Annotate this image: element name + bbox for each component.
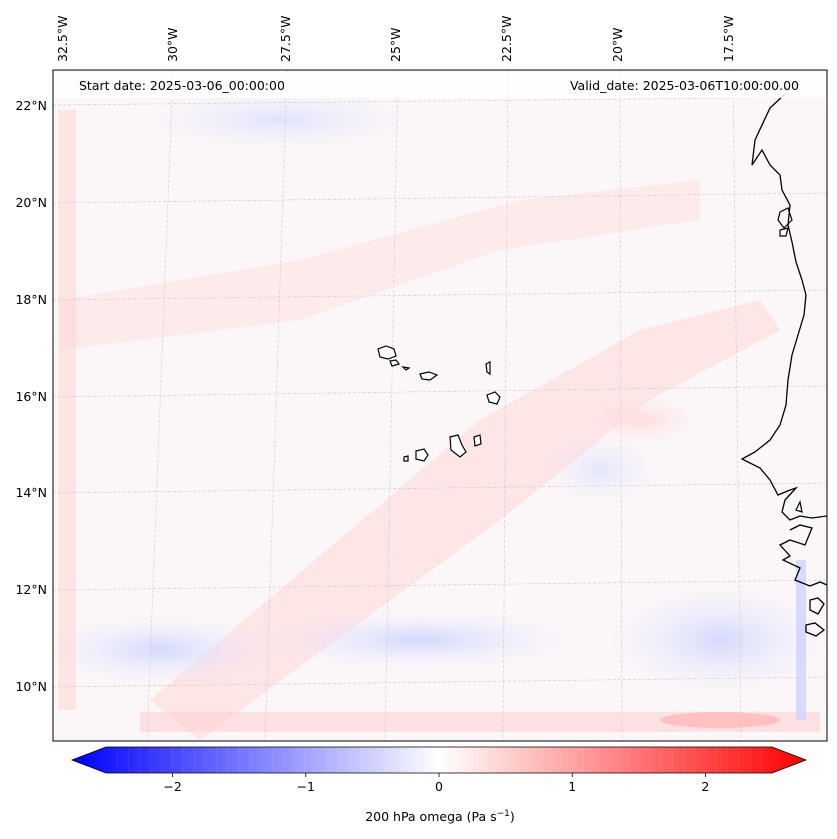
- header-panel: [53, 72, 827, 98]
- lat-label-18n: 18°N: [15, 292, 47, 307]
- field-blue-north: [140, 90, 420, 150]
- lon-label-25w: 25°W: [388, 27, 403, 62]
- lat-label-20n: 20°N: [15, 195, 47, 210]
- colorbar-ticks: −2 −1 0 1 2: [116, 747, 762, 794]
- field-edge-south-peak: [660, 712, 780, 728]
- colorbar-tick-label: 2: [701, 779, 709, 794]
- longitude-labels: 32.5°W 30°W 27.5°W 25°W 22.5°W 20°W 17.5…: [55, 16, 736, 62]
- lon-label-27-5w: 27.5°W: [278, 16, 293, 62]
- omega-field: [53, 70, 827, 741]
- africa-coastline-detail: [777, 207, 803, 513]
- lon-label-17-5w: 17.5°W: [721, 16, 736, 62]
- field-blue-southeast: [610, 585, 827, 695]
- lon-label-32-5w: 32.5°W: [55, 16, 70, 62]
- field-blue-southwest: [53, 615, 280, 685]
- colorbar-tick-label: 1: [568, 779, 576, 794]
- latitude-labels: 22°N 20°N 18°N 16°N 14°N 12°N 10°N: [15, 98, 47, 694]
- lat-label-14n: 14°N: [15, 485, 47, 500]
- cape-verde-islands: [377, 345, 501, 462]
- map-frame: [52, 69, 828, 742]
- lat-label-10n: 10°N: [15, 679, 47, 694]
- valid-date-label: Valid_date: 2025-03-06T10:00:00.00: [570, 78, 799, 93]
- field-edge-south: [140, 712, 820, 732]
- field-edge-west: [58, 110, 76, 710]
- field-blue-center: [540, 435, 660, 505]
- lon-label-20w: 20°W: [610, 27, 625, 62]
- colorbar-tick-label: 0: [435, 779, 443, 794]
- field-red-band-north: [60, 180, 700, 350]
- africa-coastline: [740, 93, 827, 637]
- lat-label-16n: 16°N: [15, 389, 47, 404]
- colorbar-bar: [70, 746, 808, 774]
- field-red-center: [580, 395, 700, 445]
- colorbar-tick-label: −1: [297, 779, 315, 794]
- lon-label-22-5w: 22.5°W: [499, 16, 514, 62]
- colorbar: −2 −1 0 1 2 200 hPa omega (Pa s−1): [70, 746, 808, 824]
- lat-label-12n: 12°N: [15, 582, 47, 597]
- colorbar-tick-label: −2: [163, 779, 181, 794]
- colorbar-label: 200 hPa omega (Pa s−1): [365, 809, 515, 824]
- lat-label-22n: 22°N: [15, 98, 47, 113]
- lon-label-30w: 30°W: [165, 27, 180, 62]
- start-date-label: Start date: 2025-03-06_00:00:00: [79, 78, 285, 93]
- graticule: [53, 70, 827, 741]
- field-edge-east: [796, 560, 806, 720]
- field-blue-south: [260, 610, 580, 670]
